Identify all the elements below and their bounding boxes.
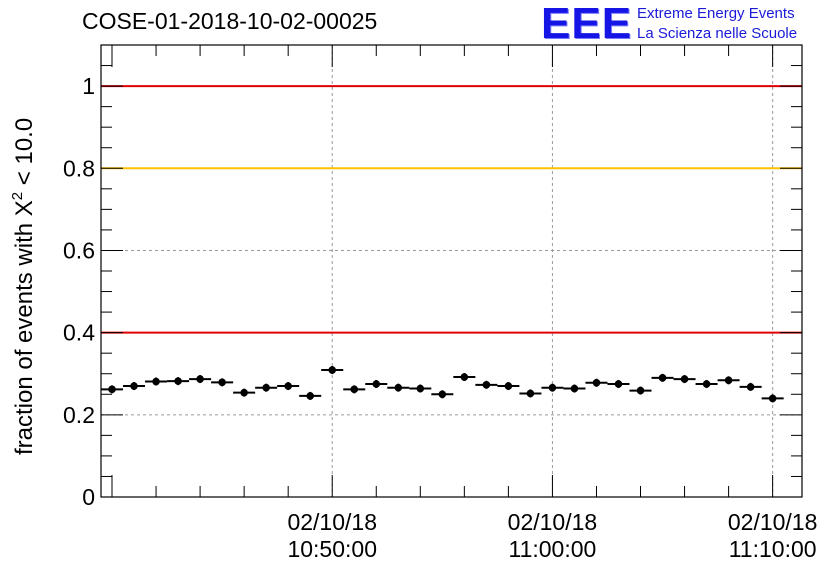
data-point	[548, 383, 557, 392]
data-point	[570, 384, 579, 393]
data-point	[350, 385, 359, 394]
y-tick-label: 0	[82, 484, 95, 510]
logo-line-1: Extreme Energy Events	[637, 5, 795, 22]
data-point	[174, 377, 182, 385]
x-tick-label-time: 10:50:00	[287, 536, 377, 562]
data-point	[658, 374, 667, 382]
plot-frame	[100, 44, 803, 498]
y-axis-label: fraction of events with X2 < 10.0	[9, 118, 38, 455]
logo-line-2: La Scienza nelle Scuole	[637, 25, 798, 42]
data-point	[108, 385, 116, 394]
data-point	[130, 382, 138, 390]
data-point	[768, 394, 777, 403]
data-point	[152, 377, 160, 386]
y-tick-label: 0.2	[63, 402, 95, 428]
data-point	[416, 384, 425, 393]
data-point	[218, 378, 226, 387]
data-point	[394, 383, 403, 392]
y-tick-label: 1	[82, 73, 95, 99]
data-point	[526, 389, 535, 398]
eee-logo-mark: EEE	[541, 0, 633, 48]
data-point	[306, 392, 314, 400]
data-point	[284, 382, 292, 390]
data-point	[614, 380, 623, 388]
data-point	[262, 383, 270, 392]
data-point	[680, 375, 689, 383]
x-tick-label-date: 02/10/18	[728, 509, 818, 535]
data-point	[328, 366, 337, 374]
x-tick-label-time: 11:10:00	[729, 536, 817, 562]
x-tick-label-date: 02/10/18	[508, 509, 598, 535]
y-axis-label-tail: < 10.0	[11, 118, 38, 192]
y-axis-label-superscript: 2	[9, 192, 26, 200]
x-tick-label-time: 11:00:00	[509, 536, 597, 562]
data-point	[196, 375, 204, 383]
data-point	[702, 380, 711, 388]
data-point	[592, 378, 601, 387]
data-point	[504, 382, 513, 390]
data-point	[438, 390, 447, 399]
data-point	[240, 388, 248, 397]
y-tick-label: 0.6	[63, 237, 95, 263]
chart-title: COSE-01-2018-10-02-00025	[82, 8, 378, 34]
data-point	[460, 373, 469, 381]
data-point	[746, 383, 755, 391]
data-point	[636, 386, 645, 395]
x-tick-label-date: 02/10/18	[287, 509, 377, 535]
data-point	[372, 380, 381, 388]
y-tick-label: 0.8	[63, 155, 95, 181]
y-axis-label-main: fraction of events with X	[11, 200, 38, 455]
y-tick-label: 0.4	[63, 320, 95, 346]
data-point	[482, 381, 491, 389]
data-point	[724, 376, 733, 385]
